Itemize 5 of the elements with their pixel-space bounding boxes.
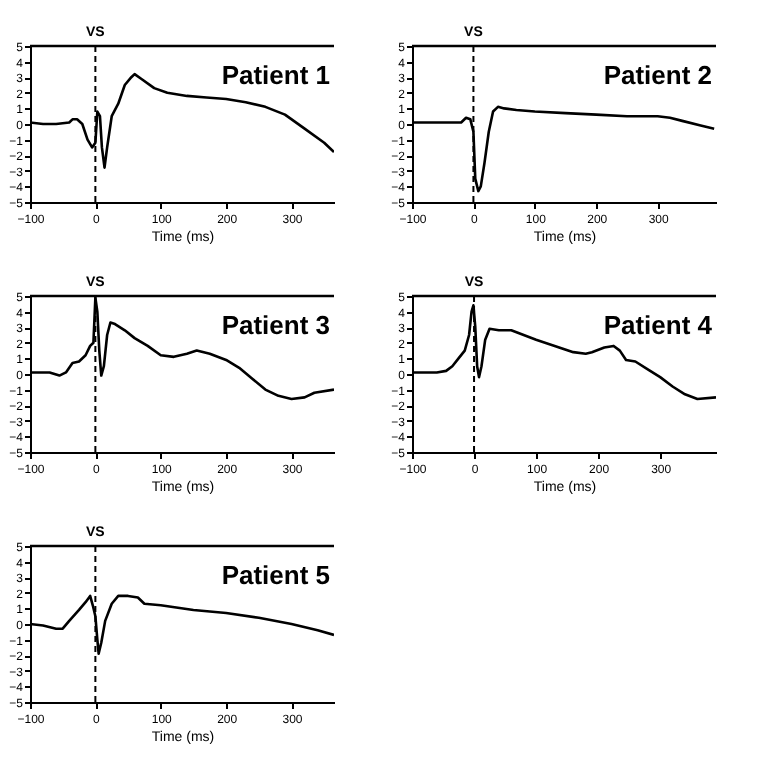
text: Patient 2 [603,60,712,90]
text: Patient 4 [603,310,714,340]
text: Patient 5 [221,560,330,590]
text: Patient 3 [221,310,330,340]
text: Patient 1 [221,60,330,90]
